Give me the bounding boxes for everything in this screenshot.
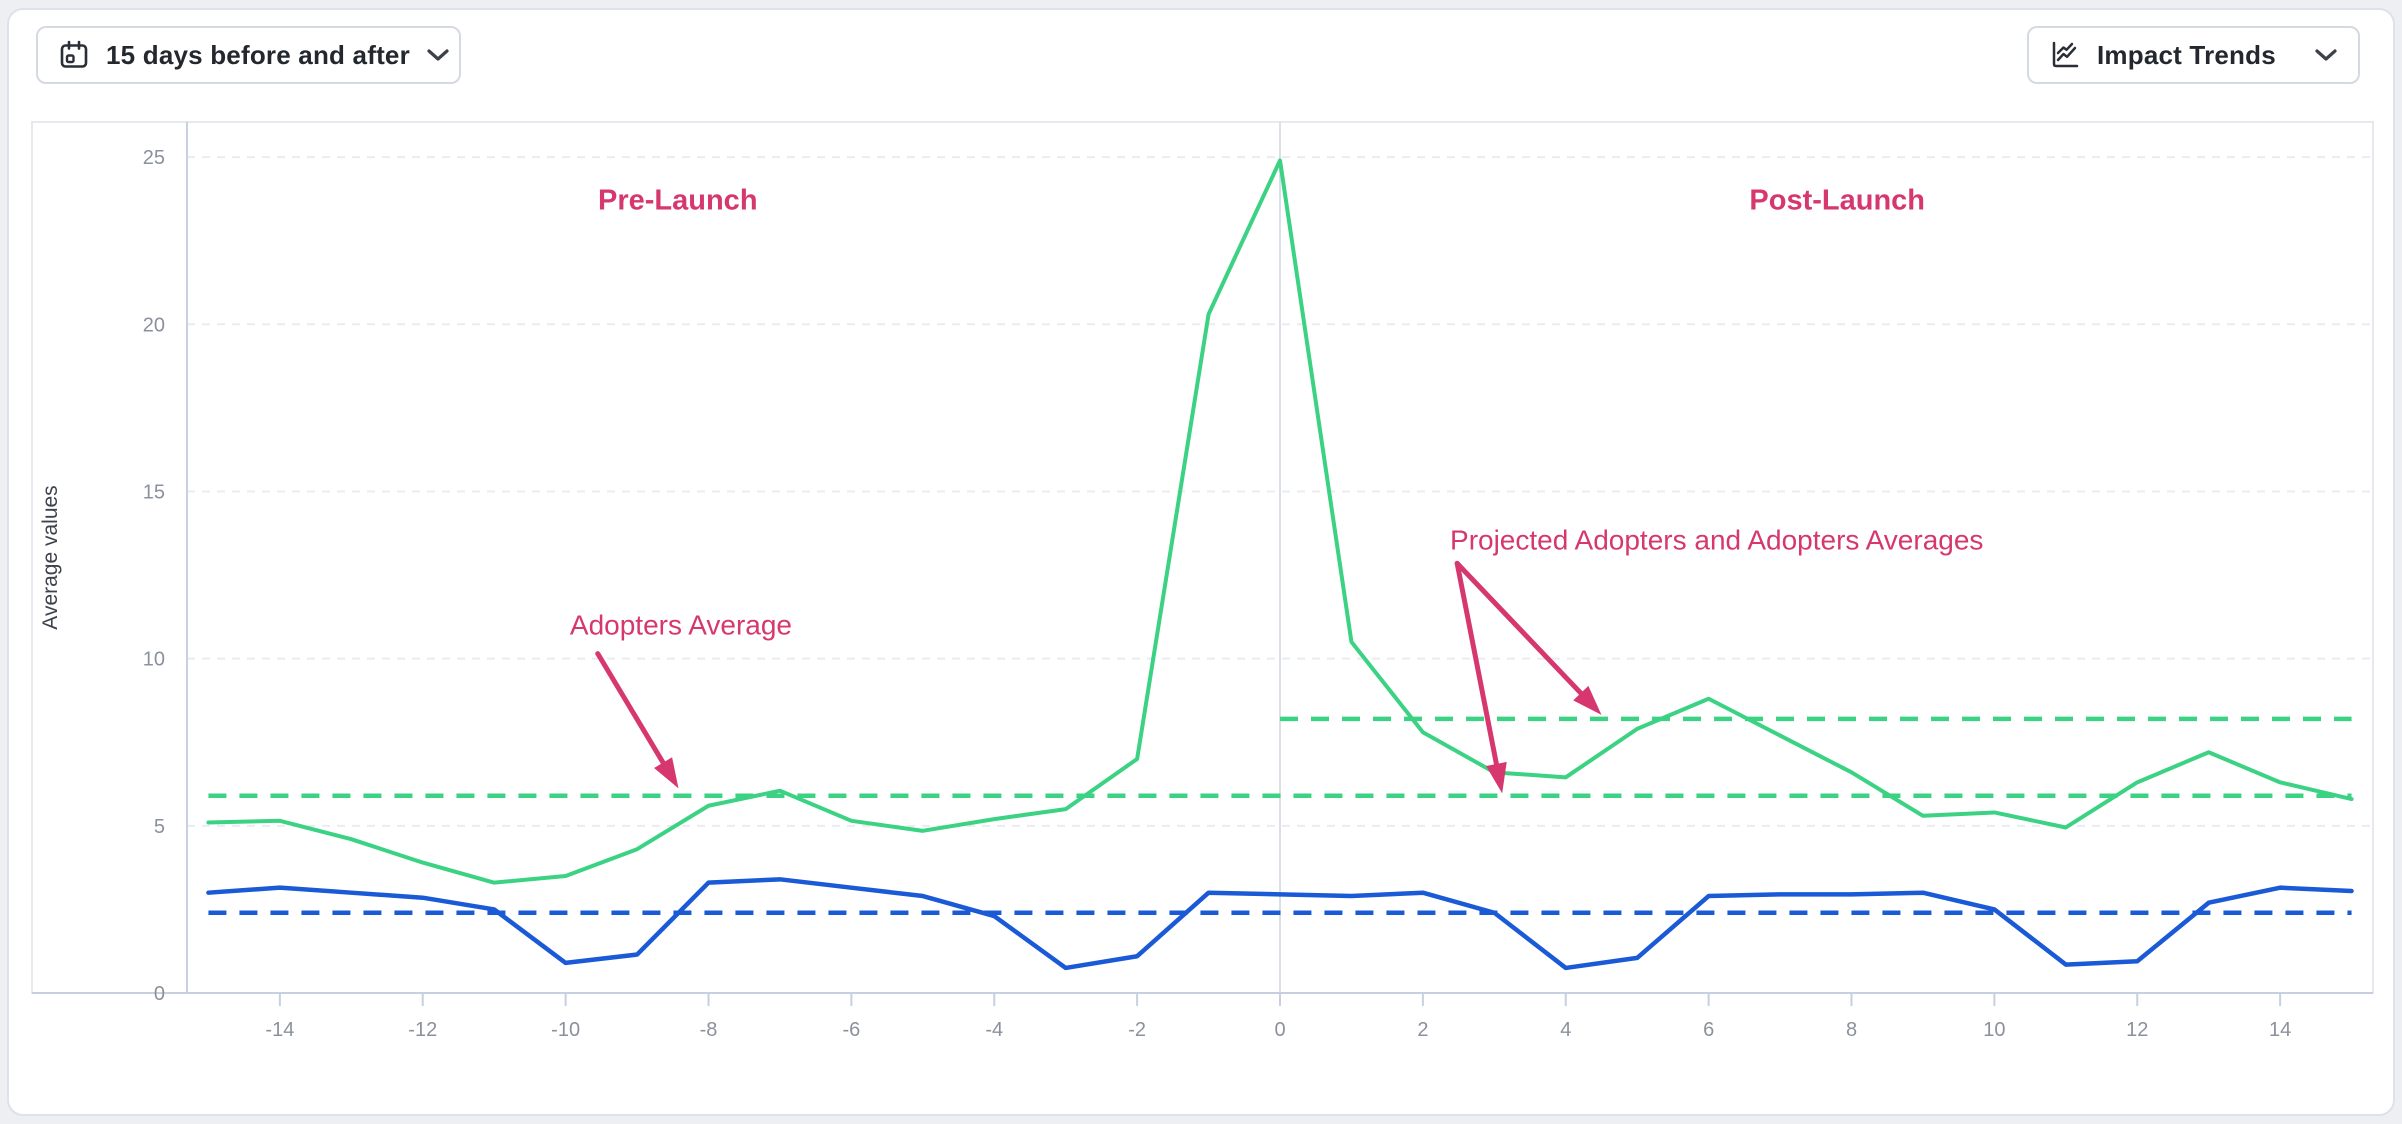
chevron-down-icon <box>2314 48 2338 62</box>
dashboard-card <box>7 8 2395 1116</box>
line-chart-icon <box>2049 39 2081 71</box>
calendar-icon <box>58 39 90 71</box>
date-range-label: 15 days before and after <box>106 39 410 70</box>
chevron-down-icon <box>426 48 450 62</box>
impact-trends-label: Impact Trends <box>2097 39 2276 70</box>
impact-trends-dropdown[interactable]: Impact Trends <box>2027 26 2360 84</box>
date-range-dropdown[interactable]: 15 days before and after <box>36 26 461 84</box>
